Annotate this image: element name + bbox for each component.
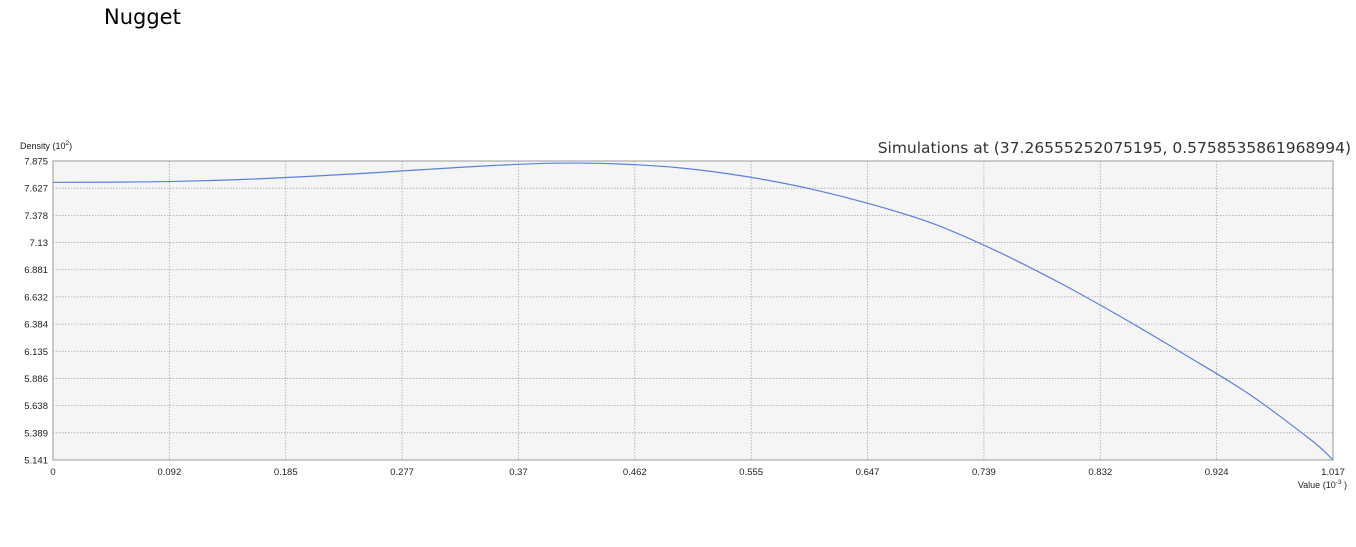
x-tick-label: 0.185 <box>274 467 298 478</box>
x-tick-label: 0.739 <box>972 467 996 478</box>
y-tick-label: 5.141 <box>24 456 48 467</box>
x-tick-label: 0.832 <box>1088 467 1112 478</box>
y-axis-ticks: 7.875 7.627 7.378 7.13 6.881 6.632 6.384 6.135 5… <box>24 157 48 467</box>
x-tick-label: 0.277 <box>390 467 414 478</box>
y-tick-label: 5.886 <box>24 374 48 385</box>
y-tick-label: 6.135 <box>24 347 48 358</box>
y-tick-label: 6.632 <box>24 292 48 303</box>
y-tick-label: 7.13 <box>30 238 49 249</box>
series-line <box>52 162 1334 461</box>
page-heading: Nugget <box>104 5 181 29</box>
x-tick-label: 0.37 <box>509 467 528 478</box>
y-tick-label: 5.389 <box>24 428 48 439</box>
y-tick-label: 5.638 <box>24 401 48 412</box>
plot-area <box>52 160 1334 461</box>
plot-background <box>52 160 1334 461</box>
y-tick-label: 6.384 <box>24 320 48 331</box>
y-tick-label: 6.881 <box>24 265 48 276</box>
x-axis-ticks: 0 0.092 0.185 0.277 0.37 0.462 0.555 0.647 0.739… <box>50 467 1345 478</box>
grid-lines <box>53 161 1333 460</box>
y-tick-label: 7.875 <box>24 157 48 168</box>
x-tick-label: 0.555 <box>739 467 763 478</box>
x-tick-label: 0.092 <box>157 467 181 478</box>
y-tick-label: 7.627 <box>24 184 48 195</box>
x-tick-label: 1.017 <box>1321 467 1345 478</box>
y-axis-label: Density (102) <box>20 140 72 151</box>
chart-title: Simulations at (37.26555252075195, 0.575… <box>878 139 1351 157</box>
x-tick-label: 0.924 <box>1205 467 1229 478</box>
y-tick-label: 7.378 <box>24 211 48 222</box>
series-lines <box>52 162 1334 461</box>
x-tick-label: 0.462 <box>623 467 647 478</box>
x-tick-label: 0 <box>50 467 55 478</box>
x-axis-label: Value (10-3 ) <box>1298 479 1347 490</box>
x-tick-label: 0.647 <box>856 467 880 478</box>
